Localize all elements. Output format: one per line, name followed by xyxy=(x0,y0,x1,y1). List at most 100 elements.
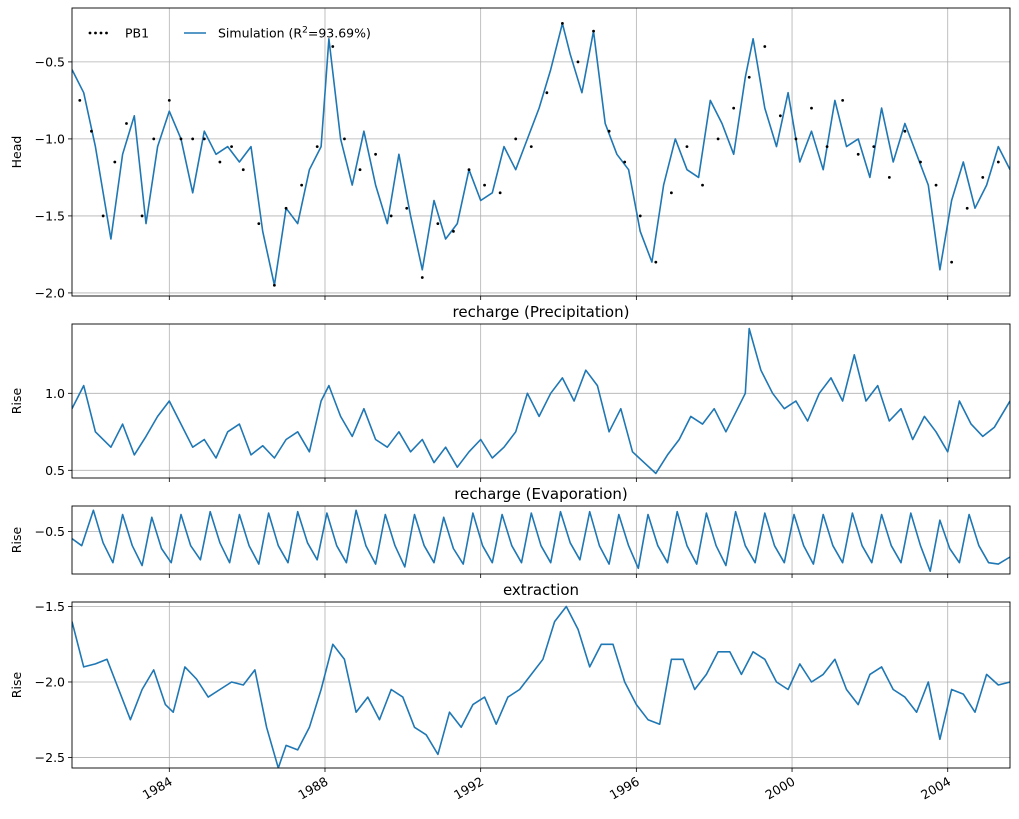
y-tick-label: −0.5 xyxy=(35,524,65,539)
observed-point xyxy=(576,60,580,64)
y-tick-label: −1.0 xyxy=(35,131,65,146)
observed-point xyxy=(561,22,564,25)
legend-observed-marker xyxy=(88,31,92,35)
observed-point xyxy=(315,145,319,149)
y-axis-label: Rise xyxy=(9,527,24,554)
observed-point xyxy=(272,283,276,287)
observed-point xyxy=(825,145,829,149)
observed-point xyxy=(529,145,533,149)
observed-point xyxy=(90,129,93,133)
y-tick-label: 0.5 xyxy=(45,463,65,478)
panel-4: −1.5 −2.0 −2.5 Rise extraction 1984 1988 1992 19… xyxy=(9,581,1011,803)
observed-point xyxy=(125,122,128,125)
observed-point xyxy=(514,137,518,141)
x-tick-label: 2004 xyxy=(918,774,953,803)
observed-point xyxy=(763,45,767,48)
observed-point xyxy=(856,152,860,156)
x-tick-label: 2000 xyxy=(762,774,797,803)
observed-point xyxy=(638,214,642,218)
observed-point xyxy=(965,206,969,210)
x-tick-label: 1984 xyxy=(140,774,175,803)
observed-point xyxy=(887,176,891,179)
observed-point xyxy=(358,168,362,172)
x-tick-label: 1988 xyxy=(295,774,330,803)
simulation-line xyxy=(72,605,1010,768)
legend-observed-marker xyxy=(99,31,103,35)
observed-point xyxy=(241,168,245,172)
observed-point xyxy=(179,137,183,141)
observed-point xyxy=(872,145,876,149)
y-axis-label: Rise xyxy=(9,388,24,415)
y-axis-label: Head xyxy=(9,136,24,169)
observed-point xyxy=(483,183,486,187)
observed-point xyxy=(810,106,813,110)
observed-point xyxy=(452,229,455,233)
y-tick-label: −1.5 xyxy=(35,208,65,223)
legend: PB1 Simulation (R2=93.69%) xyxy=(88,26,371,41)
observed-point xyxy=(934,183,938,187)
observed-point xyxy=(545,91,549,95)
y-tick-label: −2.5 xyxy=(35,750,65,765)
observed-point xyxy=(140,214,144,218)
legend-observed-marker xyxy=(105,31,108,35)
axes-frame xyxy=(71,601,1011,769)
legend-label-simulation: Simulation (R2=93.69%) xyxy=(218,26,371,41)
observed-point xyxy=(343,137,346,141)
y-axis-label: Rise xyxy=(9,672,24,699)
observed-point xyxy=(996,160,1000,164)
observed-point xyxy=(167,99,171,102)
observed-point xyxy=(794,137,798,141)
panel-3: −0.5 Rise recharge (Evaporation) xyxy=(9,485,1011,578)
axes-frame xyxy=(71,505,1011,575)
observed-point xyxy=(669,191,673,195)
observed-point xyxy=(389,214,393,218)
panel-title: recharge (Evaporation) xyxy=(454,485,627,503)
observed-point xyxy=(420,276,424,279)
observed-point xyxy=(498,191,502,195)
observed-point xyxy=(841,99,845,102)
legend-observed-marker xyxy=(94,31,97,35)
panel-title: extraction xyxy=(503,581,579,599)
observed-point xyxy=(230,145,233,149)
observed-point xyxy=(623,160,627,164)
simulation-line xyxy=(72,22,1010,286)
panel-1: −0.5 −1.0 −1.5 −2.0 Head PB1 Simulation (R2=93… xyxy=(9,7,1011,300)
observed-point xyxy=(101,214,105,218)
x-tick-label: 1996 xyxy=(607,774,642,803)
axes-frame xyxy=(71,7,1011,297)
observed-point xyxy=(300,183,304,187)
observed-point xyxy=(685,145,689,149)
observed-point xyxy=(78,99,82,102)
observed-point xyxy=(607,129,611,133)
observed-point xyxy=(405,206,409,210)
observed-point xyxy=(592,29,595,33)
observed-point xyxy=(903,129,907,133)
y-tick-label: −0.5 xyxy=(35,54,65,69)
observed-point xyxy=(113,160,117,164)
observed-point xyxy=(257,222,261,226)
observed-point xyxy=(436,222,440,226)
observed-point xyxy=(654,260,658,264)
observed-point xyxy=(374,152,377,156)
observed-point xyxy=(284,206,288,210)
x-tick-label: 1992 xyxy=(451,774,486,803)
y-tick-label: −1.5 xyxy=(35,599,65,614)
observed-point xyxy=(950,260,954,264)
panel-2: 1.0 0.5 Rise recharge (Precipitation) xyxy=(9,303,1011,482)
observed-point xyxy=(778,114,782,118)
y-tick-label: 1.0 xyxy=(45,386,65,401)
y-tick-label: −2.0 xyxy=(35,285,65,300)
axes-frame xyxy=(71,323,1011,479)
observed-point xyxy=(747,75,751,79)
observed-point xyxy=(218,160,222,164)
observed-point xyxy=(716,137,720,141)
y-tick-label: −2.0 xyxy=(35,674,65,689)
panel-title: recharge (Precipitation) xyxy=(453,303,630,321)
observed-point xyxy=(919,160,922,164)
observed-point xyxy=(732,106,736,110)
observed-point xyxy=(152,137,156,141)
observed-point xyxy=(331,45,335,48)
simulation-line xyxy=(72,509,1010,572)
legend-label-observed: PB1 xyxy=(125,26,149,41)
